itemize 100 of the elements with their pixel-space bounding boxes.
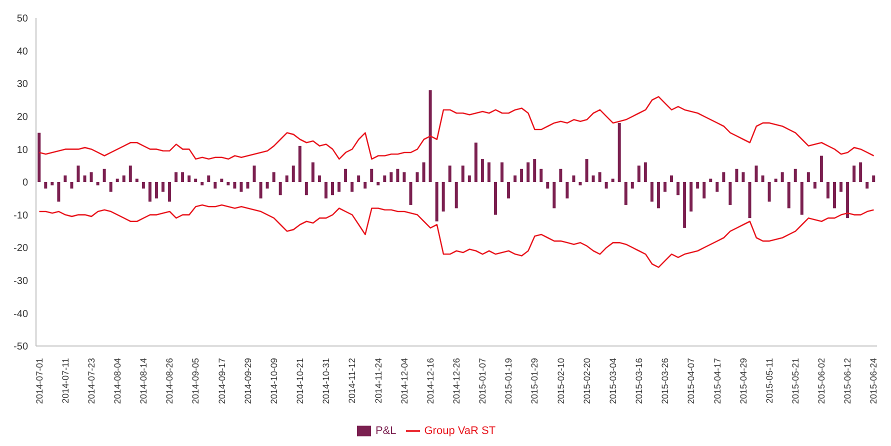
bar: [832, 182, 836, 208]
bar: [350, 182, 354, 192]
x-tick-label: 2015-05-21: [790, 358, 801, 404]
bar: [102, 168, 106, 182]
bar: [390, 172, 393, 182]
x-tick-label: 2015-03-04: [608, 358, 618, 404]
bar: [44, 182, 48, 189]
x-tick-label: 2015-02-20: [582, 358, 592, 404]
bar: [552, 182, 556, 208]
y-tick-label: 10: [16, 144, 28, 156]
x-tick-label: 2015-06-24: [868, 358, 879, 404]
bar: [416, 172, 419, 182]
x-tick-label: 2014-08-04: [112, 358, 122, 404]
bar: [598, 172, 602, 182]
bar: [840, 182, 843, 192]
bar: [383, 175, 386, 182]
bar: [630, 182, 634, 189]
bar: [754, 166, 758, 182]
bar: [324, 182, 328, 198]
bar: [820, 156, 823, 182]
x-tick-label: 2014-10-31: [321, 358, 332, 404]
bar: [696, 182, 700, 189]
bar: [188, 175, 191, 182]
bar: [826, 182, 830, 198]
bar: [240, 182, 243, 192]
x-tick-label: 2015-03-26: [660, 358, 670, 404]
bar: [572, 175, 576, 182]
bar: [364, 182, 367, 189]
bar: [266, 182, 269, 189]
bar: [676, 182, 680, 196]
bar: [285, 175, 288, 182]
bar: [604, 182, 608, 189]
x-tick-label: 2014-12-04: [399, 358, 410, 404]
bar: [64, 175, 67, 182]
bar: [181, 172, 184, 182]
bar: [644, 162, 647, 182]
bar: [448, 166, 452, 182]
bar: [304, 182, 308, 196]
bar: [422, 162, 426, 182]
bar: [128, 166, 132, 182]
bar: [728, 182, 732, 205]
bar: [246, 182, 250, 189]
bar: [611, 178, 614, 182]
bar: [331, 182, 334, 196]
bar: [220, 178, 224, 182]
bar: [683, 182, 686, 228]
bar: [690, 182, 693, 212]
y-tick-label: 40: [16, 46, 28, 58]
bar: [233, 182, 236, 189]
bar: [454, 182, 458, 208]
y-tick-label: 0: [22, 178, 28, 189]
bar: [370, 168, 374, 182]
bar: [109, 182, 112, 192]
x-tick-label: 2014-12-16: [425, 358, 436, 404]
bar: [618, 122, 621, 182]
bar: [494, 182, 497, 215]
x-tick-label: 2015-02-10: [556, 358, 566, 404]
bar: [540, 168, 543, 182]
x-tick-label: 2014-07-01: [34, 358, 44, 404]
x-tick-label: 2015-01-29: [530, 358, 540, 404]
bar: [768, 182, 771, 202]
bar: [735, 168, 738, 182]
bar: [702, 182, 706, 198]
bar: [592, 175, 595, 182]
bar: [396, 168, 400, 182]
bar: [461, 166, 464, 182]
bar: [852, 166, 856, 182]
bar: [780, 172, 784, 182]
bar: [722, 172, 726, 182]
bar: [866, 182, 869, 189]
x-tick-label: 2014-12-26: [452, 358, 462, 404]
bar: [57, 182, 60, 202]
bar: [338, 182, 341, 192]
bar: [559, 168, 562, 182]
x-tick-label: 2014-09-05: [190, 358, 201, 404]
bar: [214, 182, 217, 189]
bar: [376, 182, 380, 186]
bar: [637, 166, 640, 182]
bar: [168, 182, 172, 202]
x-tick-label: 2015-06-12: [842, 358, 853, 404]
bar: [846, 182, 850, 218]
bar: [487, 162, 490, 182]
bar: [872, 175, 876, 182]
bar: [435, 182, 438, 222]
bar: [207, 175, 210, 182]
y-tick-label: -10: [14, 210, 28, 222]
x-tick-label: 2015-01-19: [504, 358, 514, 404]
bar: [546, 182, 550, 189]
bar: [70, 182, 74, 189]
bar: [859, 162, 862, 182]
bar: [148, 182, 152, 202]
bar: [670, 175, 674, 182]
bar: [278, 182, 282, 196]
bar: [774, 178, 778, 182]
x-tick-label: 2014-09-17: [216, 358, 227, 404]
bar: [520, 168, 524, 182]
bar: [226, 182, 230, 186]
bar: [154, 182, 158, 198]
bar: [787, 182, 790, 208]
bar: [252, 166, 256, 182]
